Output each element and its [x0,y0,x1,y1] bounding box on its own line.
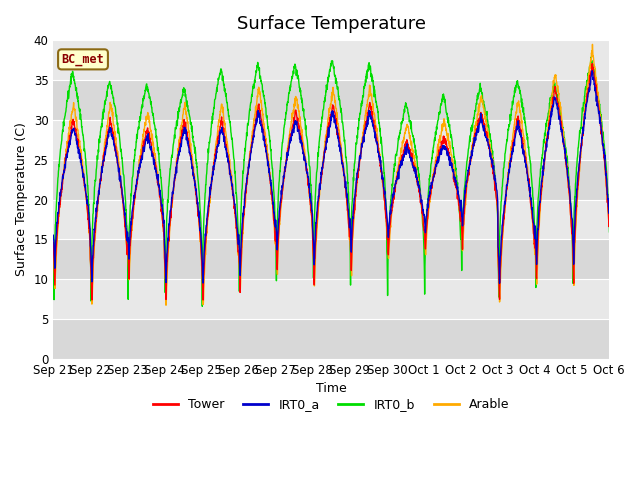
Bar [53,40,609,80]
Bar [53,319,609,359]
Bar [53,279,609,319]
Bar [53,80,609,120]
Title: Surface Temperature: Surface Temperature [237,15,426,33]
Bar [53,120,609,160]
Bar [53,200,609,240]
Legend: Tower, IRT0_a, IRT0_b, Arable: Tower, IRT0_a, IRT0_b, Arable [148,394,514,417]
Text: BC_met: BC_met [61,53,104,66]
Bar [53,240,609,279]
Y-axis label: Surface Temperature (C): Surface Temperature (C) [15,122,28,276]
Bar [53,160,609,200]
X-axis label: Time: Time [316,383,347,396]
